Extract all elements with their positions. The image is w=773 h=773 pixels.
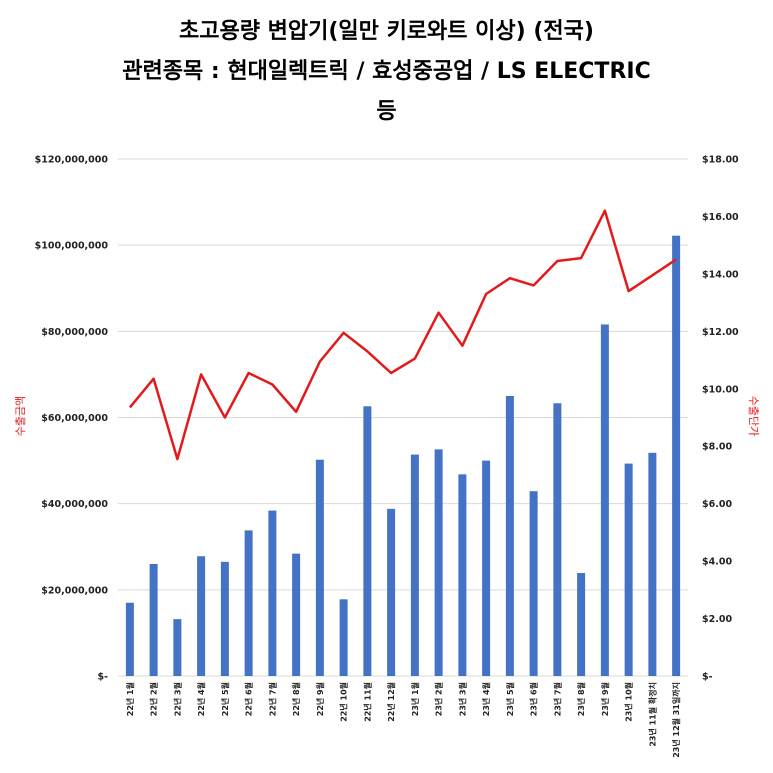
bar (505, 395, 514, 676)
chart-title: 초고용량 변압기(일만 키로와트 이상) (전국) 관련종목 : 현대일렉트릭 … (0, 12, 773, 132)
x-tick-label: 23년 7월 (552, 682, 562, 716)
x-tick-label: 22년 1월 (125, 682, 135, 716)
bar (149, 563, 158, 676)
x-tick-label: 23년 3월 (457, 682, 467, 716)
x-tick-label: 22년 11월 (362, 682, 372, 722)
x-tick-label: 22년 6월 (244, 682, 254, 716)
right-tick-label: $16.00 (702, 212, 739, 223)
gridlines (118, 158, 688, 677)
x-tick-label: 22년 10월 (339, 682, 349, 722)
bar (624, 463, 633, 676)
x-tick-label: 23년 2월 (434, 682, 444, 716)
x-tick-label: 22년 9월 (315, 682, 325, 716)
left-tick-label: $20,000,000 (41, 585, 108, 596)
bar (672, 235, 681, 676)
bar-series (125, 235, 681, 676)
line-series (128, 209, 677, 461)
bar (458, 474, 467, 676)
x-tick-label: 23년 11월 확정치 (647, 682, 657, 747)
bar (648, 452, 657, 676)
right-tick-label: $6.00 (702, 499, 732, 510)
x-tick-label: 23년 6월 (529, 682, 539, 716)
bar (125, 602, 134, 676)
x-tick-label: 22년 3월 (172, 682, 182, 716)
left-tick-label: $- (97, 672, 108, 683)
bar (387, 508, 396, 676)
bar (292, 553, 301, 676)
left-tick-label: $80,000,000 (41, 327, 108, 338)
left-tick-label: $100,000,000 (35, 241, 109, 252)
x-tick-label: 23년 5월 (505, 682, 515, 716)
bar (315, 459, 324, 676)
right-tick-label: $- (702, 672, 713, 683)
x-tick-label: 23년 4월 (481, 682, 491, 716)
right-tick-label: $14.00 (702, 269, 739, 280)
right-tick-label: $12.00 (702, 327, 739, 338)
left-tick-label: $60,000,000 (41, 413, 108, 424)
right-tick-label: $4.00 (702, 557, 732, 568)
left-tick-label: $40,000,000 (41, 499, 108, 510)
x-axis-labels: 22년 1월 22년 2월 22년 3월 22년 4월 22년 5월 22년 6월 22년 … (125, 682, 681, 758)
x-tick-label: 22년 4월 (196, 682, 206, 716)
bar (434, 449, 443, 676)
right-axis-ticks: $- $2.00 $4.00 $6.00 $8.00 $10.00 $12.00 $14.00… (702, 155, 739, 683)
bar (268, 510, 277, 676)
chart-title-line-2: 관련종목 : 현대일렉트릭 / 효성중공업 / LS ELECTRIC (122, 59, 651, 84)
right-axis-label: 수출단가 (747, 396, 760, 436)
x-tick-label: 22년 7월 (267, 682, 277, 716)
bar (482, 460, 491, 676)
bar (339, 599, 348, 676)
right-tick-label: $2.00 (702, 614, 732, 625)
bar (220, 561, 229, 676)
bar (363, 406, 372, 676)
series-line (128, 209, 677, 461)
bar (577, 573, 586, 676)
bar (529, 491, 538, 676)
chart-title-line-3: 등 (376, 99, 397, 124)
x-tick-label: 23년 1월 (410, 682, 420, 716)
bar (244, 530, 253, 676)
right-tick-label: $10.00 (702, 384, 739, 395)
left-tick-label: $120,000,000 (35, 155, 109, 166)
left-axis-label: 수출금액 (14, 396, 27, 436)
left-axis-ticks: $- $20,000,000 $40,000,000 $60,000,000 $80,0… (35, 155, 109, 683)
x-tick-label: 22년 5월 (220, 682, 230, 716)
x-tick-label: 23년 9월 (600, 682, 610, 716)
right-tick-label: $18.00 (702, 155, 739, 166)
x-tick-label: 22년 8월 (291, 682, 301, 716)
bar (197, 556, 206, 676)
bar (410, 454, 419, 676)
x-tick-label: 22년 12월 (386, 682, 396, 722)
x-tick-label: 23년 8월 (576, 682, 586, 716)
x-tick-label: 23년 12월 31일까지 (671, 682, 681, 758)
x-tick-label: 22년 2월 (149, 682, 159, 716)
bar (600, 324, 609, 676)
right-tick-label: $8.00 (702, 442, 732, 453)
bar (553, 403, 562, 676)
x-tick-label: 23년 10월 (624, 682, 634, 722)
bar (173, 619, 182, 676)
chart-title-line-1: 초고용량 변압기(일만 키로와트 이상) (전국) (179, 19, 594, 44)
